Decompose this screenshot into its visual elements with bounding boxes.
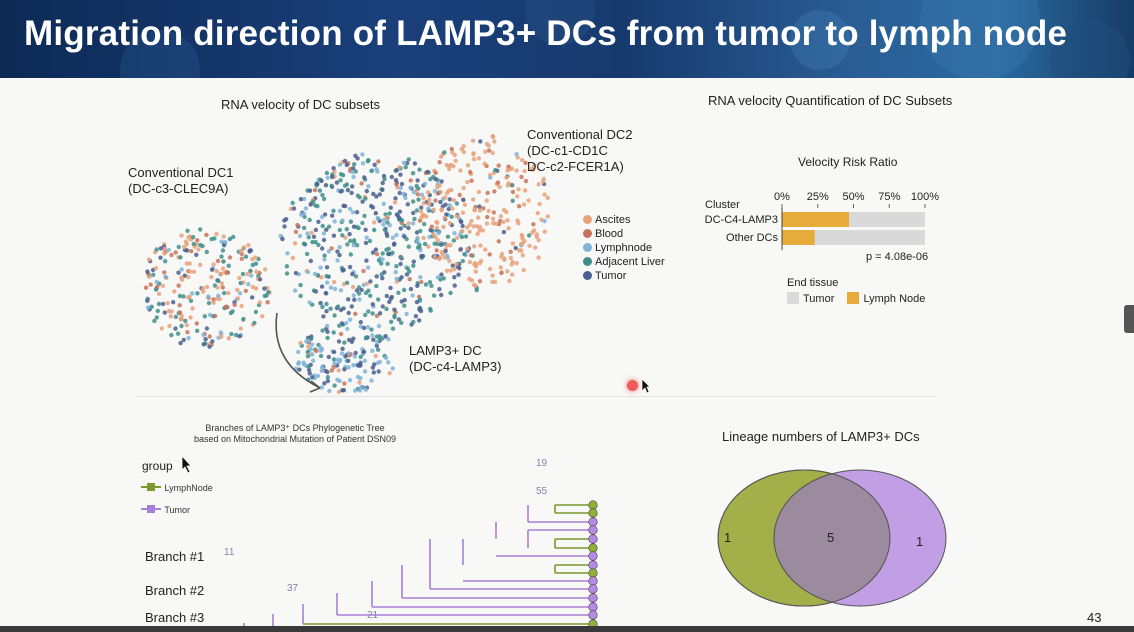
lymph-node-tissue-swatch	[847, 292, 860, 304]
bar-lymph-node	[782, 230, 815, 245]
tree-tip	[588, 508, 598, 518]
banner-background	[120, 0, 1130, 78]
venn-title: Lineage numbers of LAMP3+ DCs	[722, 429, 920, 444]
umap-cluster-center	[278, 152, 472, 332]
tree-num-11: 11	[224, 547, 235, 558]
cluster-axis-label: Cluster	[705, 199, 740, 211]
umap-cluster-dc2	[419, 133, 550, 293]
tree-tip	[588, 500, 598, 510]
velocity-chart-title: Velocity Risk Ratio	[798, 155, 898, 169]
migration-arrow	[275, 312, 321, 393]
venn-center-value: 5	[827, 530, 835, 545]
lamp3-label: LAMP3+ DC (DC-c4-LAMP3)	[409, 343, 502, 374]
tree-title: Branches of LAMP3⁺ DCs Phylogenetic Tree…	[193, 423, 397, 444]
tree-tip	[588, 543, 598, 553]
legend-blood: Blood	[583, 227, 665, 241]
umap-plot	[143, 133, 550, 395]
tree-tip	[588, 568, 598, 578]
tree-tip	[588, 602, 598, 612]
tick-label: 0%	[774, 191, 790, 203]
tick-label: 25%	[807, 191, 829, 203]
tree-num-55: 55	[536, 486, 548, 497]
blood-swatch	[583, 229, 592, 238]
umap-title: RNA velocity of DC subsets	[221, 97, 380, 112]
side-panel-tab[interactable]	[1124, 305, 1134, 333]
umap-cluster-dc1	[143, 227, 272, 349]
branch-3-label: Branch #3	[145, 610, 205, 625]
tree-tip	[588, 576, 598, 586]
tumor-line-icon	[141, 505, 161, 513]
panel-divider	[135, 396, 935, 397]
umap-cluster-lamp3	[293, 320, 395, 395]
adjacent-liver-swatch	[583, 257, 592, 266]
tree-legend-lymphnode: LymphNode	[140, 482, 213, 493]
dc1-label: Conventional DC1 (DC-c3-CLEC9A)	[128, 165, 234, 196]
branch-1-label: Branch #1	[145, 549, 205, 564]
tree-num-21: 21	[367, 610, 379, 621]
tree-tip	[588, 610, 598, 620]
dc2-label: Conventional DC2 (DC-c1-CD1C DC-c2-FCER1…	[527, 127, 633, 174]
laser-pointer	[627, 380, 638, 391]
bar-tumor	[849, 212, 925, 227]
end-tissue-legend-title: End tissue	[787, 277, 839, 289]
bar-lymph-node	[782, 212, 850, 227]
venn-intersection	[773, 470, 890, 606]
bottom-bar	[0, 626, 1134, 632]
lymphnode-line-icon	[141, 483, 161, 491]
velocity-bar-chart: 0% 25% 50% 75% 100% DC-C4-LAMP3 Other DCs	[705, 191, 939, 250]
tick-label: 100%	[911, 191, 939, 203]
tick-label: 50%	[842, 191, 864, 203]
tree-tip	[588, 517, 598, 527]
legend-lymphnode: Lymphnode	[583, 241, 665, 255]
p-value: p = 4.08e-06	[866, 251, 929, 263]
page-number: 43	[1087, 610, 1102, 625]
tree-legend-tumor: Tumor	[140, 504, 190, 515]
legend-adjacent-liver: Adjacent Liver	[583, 255, 665, 269]
legend-ascites: Ascites	[583, 213, 665, 227]
tree-num-19: 19	[536, 458, 548, 469]
tree-legend-title: group	[142, 459, 173, 473]
slide-title: Migration direction of LAMP3+ DCs from t…	[24, 14, 1068, 53]
legend-tumor-tissue: Tumor	[787, 292, 834, 305]
tree-tip	[588, 584, 598, 594]
tumor-swatch	[583, 271, 592, 280]
lymphnode-swatch	[583, 243, 592, 252]
tree-num-37: 37	[287, 583, 299, 594]
branch-2-label: Branch #2	[145, 583, 205, 598]
tree-tip	[588, 525, 598, 535]
category-label: Other DCs	[726, 232, 778, 244]
end-tissue-legend: Tumor Lymph Node	[787, 292, 925, 305]
tree-tip	[588, 619, 598, 628]
tree-tip	[588, 593, 598, 603]
legend-tumor: Tumor	[583, 269, 665, 283]
venn-right-value: 1	[916, 534, 924, 549]
venn-left-value: 1	[724, 530, 732, 545]
quant-panel-title: RNA velocity Quantification of DC Subset…	[708, 93, 953, 108]
umap-legend: Ascites Blood Lymphnode Adjacent Liver T…	[583, 213, 665, 283]
bar-tumor	[814, 230, 925, 245]
tree-tip	[588, 551, 598, 561]
category-label: DC-C4-LAMP3	[705, 214, 778, 226]
tree-tip	[588, 534, 598, 544]
legend-lymph-node-tissue: Lymph Node	[847, 292, 925, 305]
slide-body: RNA velocity of DC subsets Conventional …	[0, 78, 1134, 628]
mouse-cursor-icon	[181, 455, 192, 474]
tree-tip	[588, 560, 598, 570]
ascites-swatch	[583, 215, 592, 224]
title-banner: Migration direction of LAMP3+ DCs from t…	[0, 0, 1134, 78]
venn-diagram	[717, 469, 947, 607]
tick-label: 75%	[878, 191, 900, 203]
phylogenetic-tree	[243, 500, 598, 628]
pointer-cursor-icon	[641, 378, 651, 394]
tumor-tissue-swatch	[787, 292, 799, 304]
